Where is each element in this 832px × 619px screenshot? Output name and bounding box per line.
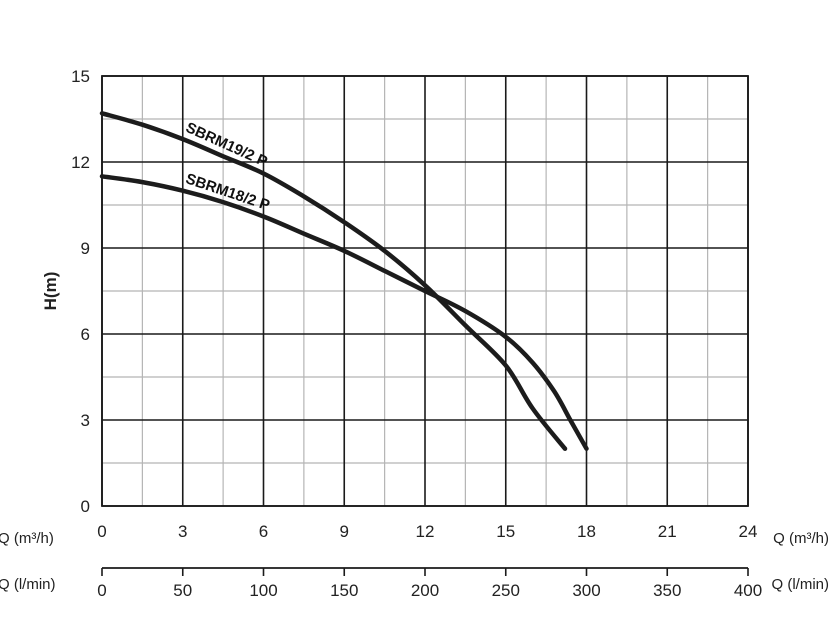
series-line-sbrm19-2-p bbox=[99, 111, 568, 451]
x-tick-label: 15 bbox=[496, 522, 515, 541]
x-tick-label: 18 bbox=[577, 522, 596, 541]
x2-tick-label: 200 bbox=[411, 581, 439, 600]
plot-frame bbox=[101, 75, 749, 507]
curves bbox=[99, 111, 589, 451]
series-line-sbrm18-2-p bbox=[99, 174, 589, 451]
x-axis-label-lmin: Q (l/min) bbox=[0, 576, 56, 593]
grid bbox=[101, 75, 749, 576]
x2-tick-label: 50 bbox=[173, 581, 192, 600]
x-axis-label-lmin-right: Q (l/min) bbox=[772, 576, 830, 593]
x-tick-label: 0 bbox=[97, 522, 106, 541]
y-tick-label: 3 bbox=[81, 411, 90, 430]
y-tick-label: 15 bbox=[71, 67, 90, 86]
x-tick-label: 12 bbox=[416, 522, 435, 541]
x2-tick-label: 300 bbox=[572, 581, 600, 600]
x-tick-label: 9 bbox=[340, 522, 349, 541]
x-axis-label-m3h-right: Q (m³/h) bbox=[773, 530, 829, 547]
x2-tick-label: 100 bbox=[249, 581, 277, 600]
y-tick-label: 12 bbox=[71, 153, 90, 172]
x-axis-label-m3h: Q (m³/h) bbox=[0, 530, 54, 547]
x2-tick-label: 150 bbox=[330, 581, 358, 600]
y-axis-label: H(m) bbox=[41, 272, 60, 311]
y-tick-label: 0 bbox=[81, 497, 90, 516]
x-tick-label: 3 bbox=[178, 522, 187, 541]
x2-tick-label: 0 bbox=[97, 581, 106, 600]
x2-tick-label: 400 bbox=[734, 581, 762, 600]
x2-tick-label: 350 bbox=[653, 581, 681, 600]
y-tick-label: 9 bbox=[81, 239, 90, 258]
x-tick-label: 6 bbox=[259, 522, 268, 541]
x2-tick-label: 250 bbox=[492, 581, 520, 600]
x-tick-label: 21 bbox=[658, 522, 677, 541]
labels: 0 3 6 9 12 15 H(m) 0 3 6 9 12 15 18 21 24 Q (m³/h) Q (m³/… bbox=[0, 67, 829, 600]
y-tick-label: 6 bbox=[81, 325, 90, 344]
x-tick-label: 24 bbox=[739, 522, 758, 541]
